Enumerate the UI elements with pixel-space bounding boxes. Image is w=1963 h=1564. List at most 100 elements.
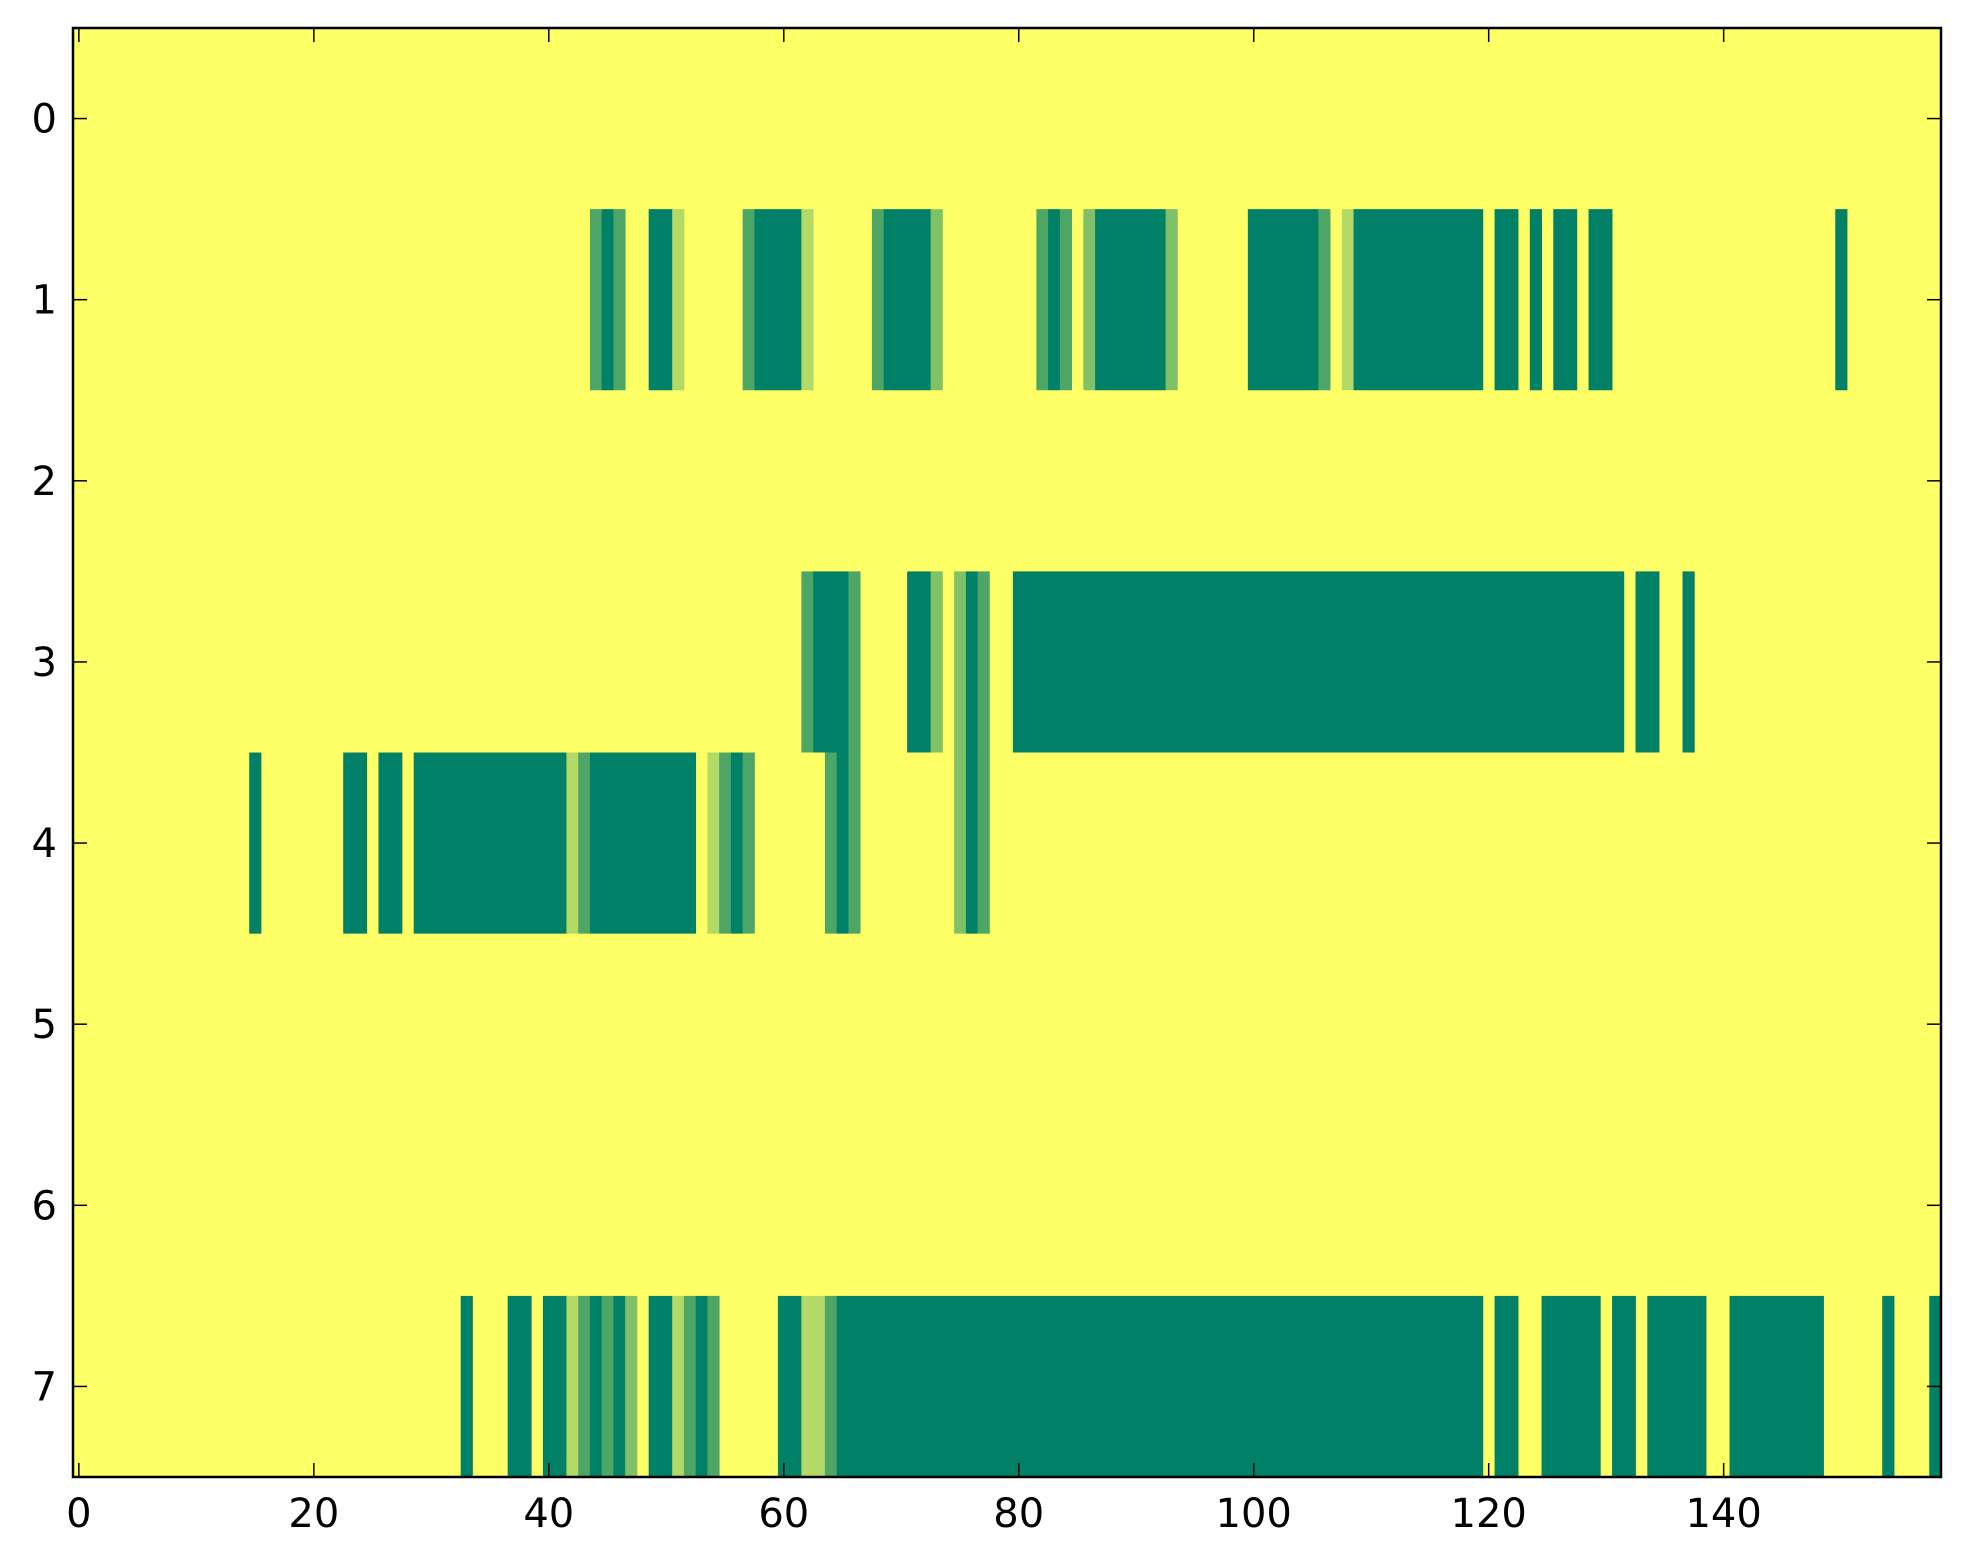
heatmap-cell-row7-15 <box>801 1295 814 1478</box>
heatmap-cell-row3-8 <box>1012 571 1625 753</box>
heatmap-cell-row4-7 <box>707 752 720 934</box>
heatmap-cell-row1-17 <box>1247 209 1319 391</box>
heatmap-cell-row3-9 <box>1635 571 1660 753</box>
heatmap-cell-row7-11 <box>683 1295 697 1478</box>
y-tick-label-0: 0 <box>32 97 57 143</box>
heatmap-cell-row4-16 <box>977 752 990 934</box>
heatmap-cell-row7-4 <box>578 1295 591 1478</box>
heatmap-cell-row1-14 <box>1083 209 1096 391</box>
heatmap-cell-row4-10 <box>742 752 755 934</box>
heatmap-cell-row7-16 <box>813 1295 826 1478</box>
y-tick-label-1: 1 <box>32 278 57 324</box>
y-tick-label-4: 4 <box>32 821 57 867</box>
plot-frame <box>71 26 1943 1479</box>
heatmap-cell-row4-9 <box>730 752 744 934</box>
heatmap-cell-row1-23 <box>1553 209 1578 391</box>
heatmap-cell-row7-3 <box>566 1295 579 1478</box>
heatmap-cell-row3-1 <box>813 571 849 753</box>
heatmap-cell-row4-11 <box>824 752 838 934</box>
y-tick-label-5: 5 <box>32 1002 57 1048</box>
heatmap-cell-row4-3 <box>413 752 567 934</box>
heatmap-cell-row7-19 <box>1494 1295 1519 1478</box>
x-tick-labels: 0 20 40 60 80 100 120 140 <box>66 1491 1762 1537</box>
heatmap-cell-row1-4 <box>672 209 685 391</box>
heatmap-cell-row1-0 <box>589 209 603 391</box>
x-tick-label-40: 40 <box>523 1491 574 1537</box>
heatmap-cell-row4-13 <box>848 752 861 934</box>
heatmap-cell-row1-25 <box>1835 209 1848 391</box>
heatmap-cell-row3-4 <box>930 571 943 753</box>
heatmap-cell-row7-0 <box>460 1295 473 1478</box>
heatmap-cell-row3-2 <box>848 571 861 753</box>
heatmap-cell-row4-12 <box>836 752 849 934</box>
y-tick-label-3: 3 <box>32 640 57 686</box>
heatmap-cell-row1-24 <box>1588 209 1613 391</box>
y-tick-labels: 0 1 2 3 4 5 6 7 <box>32 97 57 1411</box>
axis-ticks <box>73 28 1941 1477</box>
heatmap-cell-row1-6 <box>754 209 802 391</box>
heatmap-cell-row7-8 <box>625 1295 638 1478</box>
heatmap-cell-row7-24 <box>1882 1295 1895 1478</box>
heatmap-cell-row4-14 <box>954 752 967 934</box>
heatmap-cell-row1-9 <box>883 209 932 391</box>
heatmap-cell-row1-1 <box>601 209 614 391</box>
heatmap-cell-row3-6 <box>965 571 979 753</box>
heatmap-cell-row7-18 <box>836 1295 1484 1478</box>
heatmap-cell-row1-15 <box>1095 209 1166 391</box>
x-tick-label-120: 120 <box>1451 1491 1527 1537</box>
heatmap-cell-row7-12 <box>695 1295 708 1478</box>
y-tick-label-6: 6 <box>32 1183 57 1229</box>
heatmap-cell-row7-23 <box>1729 1295 1824 1478</box>
heatmap-cell-row7-7 <box>613 1295 626 1478</box>
heatmap-cell-row7-14 <box>777 1295 802 1478</box>
heatmap-cell-row4-15 <box>965 752 979 934</box>
heatmap-cell-row7-6 <box>601 1295 614 1478</box>
heatmap-cell-row1-16 <box>1165 209 1178 391</box>
heatmap-cell-row1-2 <box>613 209 626 391</box>
heatmap-cell-row7-17 <box>824 1295 838 1478</box>
heatmap-cell-row3-5 <box>954 571 967 753</box>
heatmap-cell-row7-20 <box>1541 1295 1601 1478</box>
heatmap-cell-row1-8 <box>871 209 885 391</box>
heatmap-cell-row3-3 <box>907 571 932 753</box>
heatmap-cell-row7-22 <box>1647 1295 1707 1478</box>
x-tick-label-60: 60 <box>758 1491 809 1537</box>
heatmap-cell-row4-1 <box>343 752 368 934</box>
heatmap-cell-row4-8 <box>719 752 732 934</box>
heatmap-cell-row1-18 <box>1318 209 1331 391</box>
heatmap-cell-row4-5 <box>578 752 591 934</box>
heatmap-cell-row1-22 <box>1529 209 1542 391</box>
y-tick-label-7: 7 <box>32 1364 57 1410</box>
heatmap-cell-row1-11 <box>1036 209 1049 391</box>
y-tick-label-2: 2 <box>32 459 57 505</box>
heatmap-cell-row4-2 <box>378 752 403 934</box>
heatmap-cell-row4-0 <box>249 752 262 934</box>
heatmap-cell-row3-10 <box>1682 571 1695 753</box>
heatmap-cell-row7-5 <box>589 1295 603 1478</box>
heatmap-cells <box>249 209 1942 1478</box>
heatmap-cell-row7-2 <box>542 1295 567 1478</box>
heatmap-cell-row7-21 <box>1612 1295 1636 1478</box>
heatmap-cell-row1-19 <box>1341 209 1354 391</box>
heatmap-cell-row3-0 <box>801 571 814 753</box>
heatmap-cell-row1-10 <box>930 209 943 391</box>
heatmap-cell-row1-12 <box>1048 209 1061 391</box>
heatmap-cell-row1-3 <box>648 209 673 391</box>
heatmap-cell-row1-7 <box>801 209 814 391</box>
heatmap-cell-row1-5 <box>742 209 755 391</box>
heatmap-cell-row7-13 <box>707 1295 720 1478</box>
heatmap-cell-row1-20 <box>1353 209 1484 391</box>
x-tick-label-100: 100 <box>1216 1491 1292 1537</box>
heatmap-cell-row1-21 <box>1494 209 1519 391</box>
heatmap-cell-row7-10 <box>672 1295 685 1478</box>
heatmap-cell-row3-7 <box>977 571 990 753</box>
heatmap-cell-row4-4 <box>566 752 579 934</box>
heatmap-cell-row4-6 <box>589 752 697 934</box>
x-tick-label-20: 20 <box>288 1491 339 1537</box>
x-tick-label-0: 0 <box>66 1491 91 1537</box>
heatmap-cell-row7-1 <box>507 1295 532 1478</box>
heatmap-cell-row1-13 <box>1059 209 1073 391</box>
heatmap-cell-row7-9 <box>648 1295 673 1478</box>
x-tick-label-140: 140 <box>1685 1491 1761 1537</box>
